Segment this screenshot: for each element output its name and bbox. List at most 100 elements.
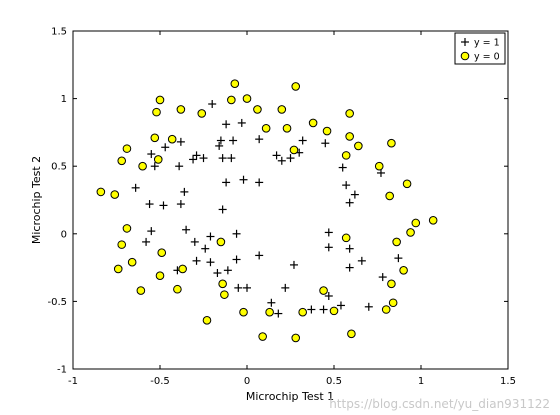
x-tick-label: 0.5 [326,376,342,387]
positive-point [277,156,286,165]
watermark: https://blog.csdn.net/yu_dian931122 [329,397,550,411]
negative-point [253,105,262,114]
legend-label: y = 0 [474,52,500,63]
negative-point [381,305,391,314]
positive-point [239,175,248,184]
positive-point [342,181,351,190]
legend-box [454,32,506,65]
positive-point [131,183,140,192]
negative-point [388,298,398,308]
positive-point [147,227,156,236]
positive-point [159,201,168,210]
positive-point [336,301,345,310]
legend-circle-marker [460,51,470,61]
positive-point [232,229,241,238]
positive-point [192,256,201,265]
positive-point [357,256,366,265]
data-points [96,79,438,343]
positive-point [298,136,307,145]
negative-point [110,190,120,199]
negative-point [277,105,287,114]
positive-point [345,198,354,207]
y-tick-label: -0.5 [47,297,67,308]
negative-point [230,79,240,89]
negative-point [265,307,274,317]
positive-point [150,162,159,171]
negative-point [239,307,248,317]
negative-point [157,248,167,258]
positive-point [213,269,222,278]
positive-point [321,139,330,148]
negative-point [341,233,351,243]
negative-point [220,290,229,299]
negative-point [96,187,106,197]
legend-plus-marker [461,38,469,46]
positive-point [281,283,290,292]
y-tick-label: -1 [57,365,67,376]
negative-point [152,107,161,117]
negative-point [387,138,396,148]
positive-point [364,302,373,311]
negative-point [117,240,127,249]
negative-point [202,316,212,325]
negative-point [298,307,307,317]
y-tick-label: 1.5 [51,27,67,38]
positive-point [176,137,185,146]
legend: y = 1 y = 0 [454,32,506,65]
negative-point [291,82,301,91]
positive-point [176,200,185,209]
negative-point [227,95,236,105]
positive-point [222,178,231,187]
positive-point [180,187,189,196]
plot-area [72,30,509,370]
positive-point [218,154,227,163]
positive-point [234,283,243,292]
positive-point [394,254,403,263]
negative-point [399,266,408,275]
positive-point [206,258,215,267]
positive-point [286,154,295,163]
positive-point [199,154,208,163]
positive-point [255,178,264,187]
positive-point [201,244,210,253]
positive-point [175,162,184,171]
y-tick-label: 0.5 [51,162,67,173]
negative-point [167,134,177,144]
positive-point [222,120,231,129]
negative-point [218,279,227,289]
negative-point [242,94,252,103]
negative-point [402,179,412,189]
negative-point [155,95,165,105]
positive-point [190,237,199,246]
negative-point [406,228,415,237]
negative-point [122,144,132,153]
negative-point [153,155,163,164]
x-tick-label: -1 [68,376,78,387]
y-axis-label: Microchip Test 2 [30,156,43,244]
negative-point [178,264,187,274]
negative-point [138,161,147,171]
positive-point [218,205,227,214]
negative-point [173,284,182,294]
negative-point [291,333,301,343]
negative-point [150,133,160,143]
axes-box [72,30,509,370]
negative-point [341,151,351,160]
negative-point [392,237,401,247]
positive-point [272,151,281,160]
positive-point [145,200,154,209]
x-tick-label: 1 [418,376,424,387]
negative-point [345,132,354,141]
positive-point [255,251,264,260]
negative-point [289,145,299,155]
positive-point [147,150,156,159]
positive-point [237,118,246,127]
negative-point [387,279,396,289]
positive-point [350,190,359,199]
positive-point [338,163,347,172]
y-tick-label: 1 [61,94,67,105]
positive-point [274,309,283,318]
negative-point [155,271,165,281]
positive-point [324,228,333,237]
negative-point [345,109,354,118]
